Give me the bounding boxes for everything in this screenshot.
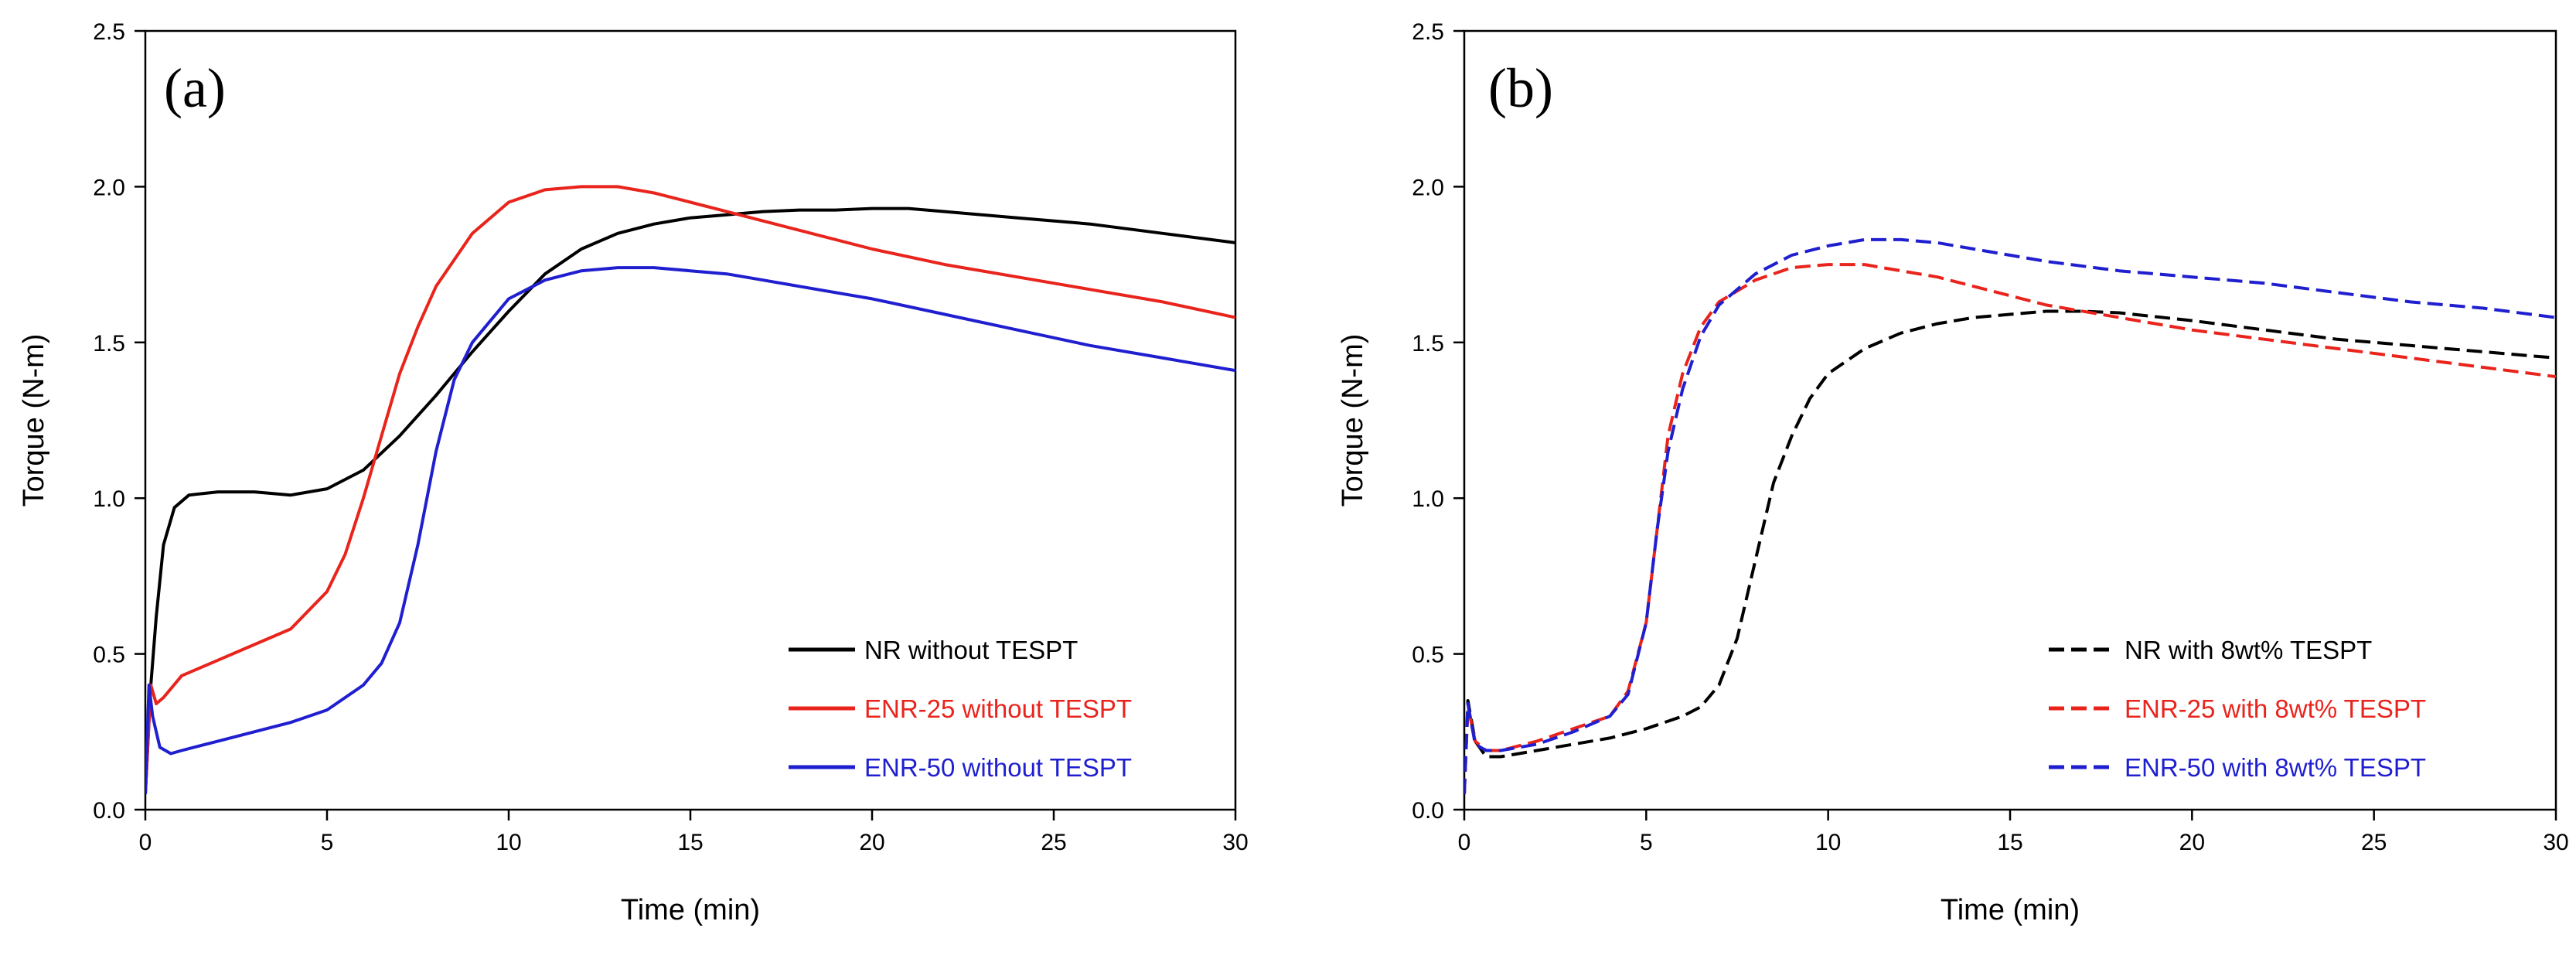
x-tick-label: 30: [1222, 830, 1248, 855]
panel-label: (a): [164, 57, 226, 119]
x-tick-label: 25: [1041, 830, 1066, 855]
y-tick-label: 0.5: [1412, 643, 1444, 668]
legend-label-2: ENR-50 with 8wt% TESPT: [2125, 753, 2426, 782]
series-line-1: [145, 185, 1235, 795]
series-line-2: [1464, 237, 2556, 794]
plot-frame: [144, 29, 1237, 811]
y-tick-label: 2.5: [1412, 19, 1444, 45]
panel-b: 0 5 10 15 20 25 30 0.0 0.5 1.0 1.5 2.0 2.5 Time (min)…: [1337, 19, 2569, 926]
x-tick-label: 30: [2543, 830, 2568, 855]
legend-label-1: ENR-25 without TESPT: [864, 694, 1132, 723]
series-line-1: [1464, 263, 2556, 794]
legend-label-2: ENR-50 without TESPT: [864, 753, 1132, 782]
x-tick-label: 0: [139, 830, 152, 855]
x-tick-label: 25: [2361, 830, 2387, 855]
panel-label: (b): [1488, 57, 1553, 119]
y-tick-label: 1.0: [93, 486, 125, 512]
x-tick-label: 10: [496, 830, 521, 855]
series-line-0: [1464, 309, 2556, 794]
y-tick-label: 0.0: [1412, 798, 1444, 824]
legend-label-0: NR with 8wt% TESPT: [2125, 636, 2372, 664]
x-tick-label: 15: [1997, 830, 2022, 855]
legend-label-1: ENR-25 with 8wt% TESPT: [2125, 694, 2426, 723]
x-axis-title: Time (min): [1941, 894, 2080, 926]
y-tick-label: 2.5: [93, 19, 125, 45]
y-tick-label: 1.5: [93, 331, 125, 356]
x-tick-label: 5: [321, 830, 334, 855]
y-axis-title: Torque (N-m): [1337, 334, 1369, 507]
x-tick-label: 0: [1458, 830, 1471, 855]
panel-a: 0 5 10 15 20 25 30 0.0 0.5 1.0 1.5 2.0 2.5 Time (min)…: [18, 19, 1249, 926]
y-tick-label: 1.5: [1412, 331, 1444, 356]
y-tick-label: 2.0: [1412, 175, 1444, 200]
y-tick-label: 2.0: [93, 175, 125, 200]
series-line-2: [145, 266, 1235, 794]
x-tick-label: 10: [1815, 830, 1841, 855]
x-tick-label: 20: [859, 830, 884, 855]
x-tick-label: 15: [677, 830, 703, 855]
y-tick-label: 0.0: [93, 798, 125, 824]
y-tick-label: 0.5: [93, 643, 125, 668]
series-line-0: [145, 206, 1235, 795]
x-tick-label: 5: [1640, 830, 1653, 855]
y-tick-label: 1.0: [1412, 486, 1444, 512]
y-axis-title: Torque (N-m): [18, 334, 50, 507]
x-tick-label: 20: [2179, 830, 2205, 855]
x-axis-title: Time (min): [621, 894, 760, 926]
legend-label-0: NR without TESPT: [864, 636, 1078, 664]
